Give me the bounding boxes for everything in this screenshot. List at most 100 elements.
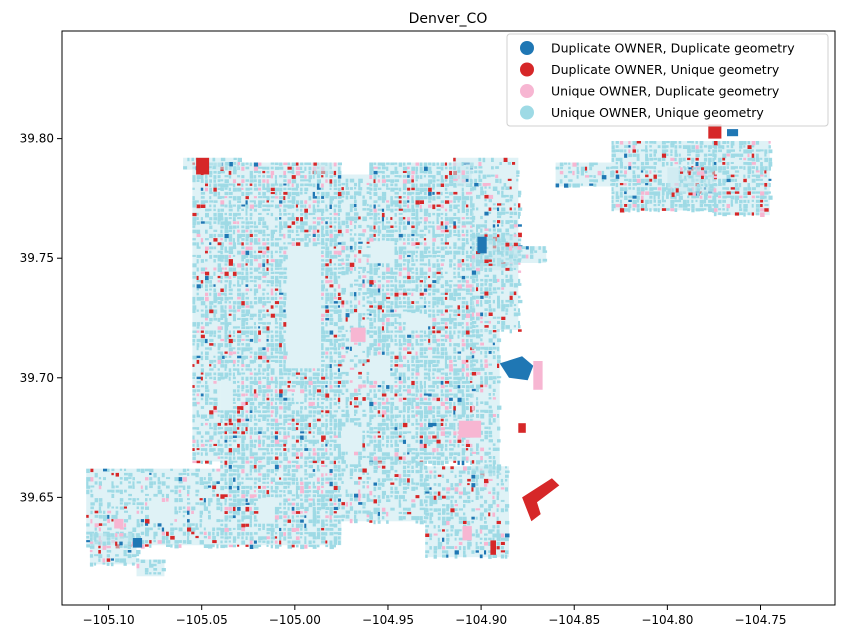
- parcel: [423, 359, 428, 365]
- parcel: [440, 338, 445, 342]
- parcel: [274, 229, 278, 232]
- parcel: [407, 191, 412, 196]
- parcel: [337, 376, 342, 379]
- parcel: [476, 270, 481, 275]
- parcel: [373, 233, 376, 237]
- parcel: [465, 305, 469, 310]
- parcel: [274, 343, 279, 347]
- parcel: [444, 317, 450, 322]
- parcel: [394, 259, 399, 264]
- parcel: [253, 229, 258, 233]
- parcel: [423, 301, 427, 304]
- parcel: [453, 443, 456, 448]
- parcel: [200, 448, 206, 451]
- parcel: [333, 254, 338, 259]
- parcel: [217, 170, 221, 175]
- parcel: [304, 380, 309, 385]
- parcel: [415, 191, 420, 196]
- parcel: [428, 250, 431, 254]
- parcel: [345, 317, 348, 322]
- parcel: [394, 301, 398, 306]
- parcel: [291, 410, 295, 414]
- parcel: [333, 477, 337, 481]
- parcel: [249, 179, 254, 183]
- parcel: [446, 541, 449, 545]
- parcel: [453, 376, 458, 380]
- parcel: [291, 204, 295, 209]
- parcel: [394, 393, 398, 397]
- parcel: [258, 460, 262, 463]
- parcel: [245, 456, 249, 461]
- parcel: [304, 443, 307, 448]
- parcel: [316, 490, 319, 495]
- parcel: [362, 304, 366, 307]
- parcel: [440, 275, 444, 279]
- parcel: [480, 384, 484, 388]
- parcel: [437, 483, 441, 487]
- parcel: [345, 224, 349, 229]
- parcel: [232, 170, 237, 175]
- parcel: [258, 170, 261, 174]
- parcel: [232, 238, 235, 243]
- parcel: [398, 200, 402, 204]
- parcel: [241, 523, 246, 528]
- parcel: [432, 175, 436, 179]
- parcel: [237, 473, 241, 478]
- parcel: [461, 238, 466, 241]
- parcel: [253, 254, 258, 259]
- parcel: [449, 406, 452, 409]
- parcel: [245, 305, 250, 308]
- parcel: [237, 536, 240, 539]
- parcel: [415, 284, 419, 289]
- parcel: [433, 495, 437, 500]
- parcel: [249, 204, 254, 209]
- parcel: [390, 170, 395, 175]
- parcel: [411, 435, 415, 440]
- parcel: [433, 508, 438, 512]
- parcel: [217, 443, 223, 447]
- parcel: [274, 301, 279, 305]
- parcel: [295, 532, 300, 535]
- parcel: [237, 183, 241, 186]
- parcel: [411, 242, 416, 246]
- parcel: [497, 299, 500, 305]
- parcel: [492, 330, 497, 333]
- parcel: [304, 506, 309, 512]
- parcel: [394, 435, 399, 439]
- parcel: [402, 431, 407, 434]
- parcel: [220, 225, 224, 229]
- parcel: [366, 237, 371, 241]
- parcel: [488, 397, 492, 400]
- parcel: [436, 359, 440, 364]
- parcel: [419, 204, 422, 209]
- parcel: [115, 531, 119, 534]
- parcel: [398, 427, 403, 430]
- parcel: [258, 271, 263, 274]
- parcel: [428, 456, 432, 460]
- parcel: [369, 288, 374, 294]
- parcel: [274, 494, 279, 498]
- parcel: [390, 507, 395, 511]
- parcel: [321, 397, 325, 400]
- parcel: [432, 431, 435, 434]
- parcel: [316, 238, 320, 241]
- parcel: [245, 271, 249, 276]
- parcel: [274, 263, 280, 268]
- parcel: [224, 519, 228, 522]
- parcel: [454, 491, 459, 494]
- parcel: [501, 325, 505, 330]
- parcel: [192, 435, 195, 440]
- parcel: [312, 452, 317, 456]
- parcel: [245, 330, 250, 334]
- parcel: [312, 183, 316, 188]
- parcel: [253, 490, 256, 493]
- parcel: [461, 364, 465, 369]
- parcel: [377, 385, 382, 388]
- parcel: [470, 372, 473, 375]
- parcel: [228, 464, 232, 469]
- parcel: [386, 389, 390, 392]
- parcel: [196, 212, 199, 216]
- parcel: [341, 342, 345, 347]
- parcel: [337, 460, 340, 464]
- parcel: [373, 520, 376, 525]
